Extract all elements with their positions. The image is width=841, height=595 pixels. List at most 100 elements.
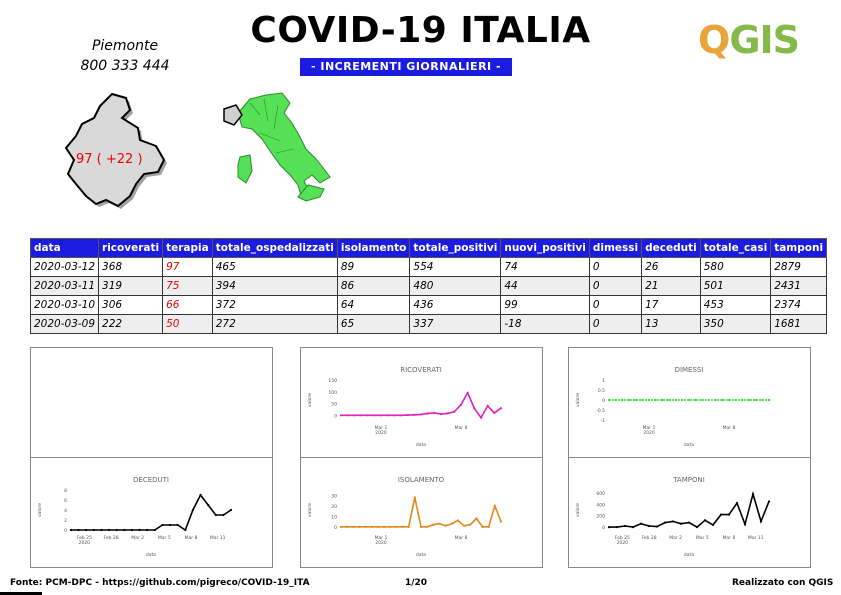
table-cell-terapia: 97: [162, 257, 213, 277]
region-name: Piemonte: [91, 38, 159, 54]
data-point: [399, 414, 403, 417]
data-point: [703, 519, 707, 522]
column-header-totale_positivi: totale_positivi: [409, 238, 502, 258]
x-axis-label: data: [146, 552, 156, 558]
x-tick-label: Mar 5: [696, 535, 709, 541]
data-point: [339, 525, 343, 528]
data-point: [346, 414, 349, 417]
chart-panel-deceduti: DECEDUTI 0 2 4 6 8 valore Feb 25 2020 Feb 28 Mar 2…: [30, 457, 273, 568]
table-cell-totale_positivi: 554: [409, 257, 502, 277]
y-tick-label: 0: [602, 525, 605, 531]
region-phone: 800 333 444: [80, 58, 170, 74]
data-point: [767, 398, 771, 402]
table-cell-terapia: 50: [162, 314, 213, 334]
table-cell-dimessi: 0: [588, 295, 643, 315]
table-cell-deceduti: 17: [641, 295, 701, 315]
footer-bar: [0, 592, 42, 595]
table-cell-isolamento: 65: [336, 314, 411, 334]
table-cell-terapia: 66: [162, 295, 213, 315]
data-point: [647, 398, 651, 402]
y-tick-label: 30: [331, 493, 337, 499]
y-tick-label: 10: [331, 514, 337, 520]
data-point: [419, 413, 423, 416]
data-point: [747, 398, 751, 402]
data-point: [486, 404, 489, 407]
data-point: [379, 414, 383, 417]
table-cell-dimessi: 0: [588, 276, 643, 296]
page-subtitle: - INCREMENTI GIORNALIERI -: [300, 58, 512, 76]
data-point: [426, 412, 429, 415]
table-cell-dimessi: 0: [588, 257, 643, 277]
data-point: [222, 513, 225, 517]
x-axis-label: data: [684, 442, 694, 448]
y-tick-label: 0: [64, 528, 67, 534]
table-cell-ricoverati: 222: [98, 314, 164, 334]
y-tick-label: 8: [64, 488, 67, 494]
x-tick-label: Mar 8: [723, 535, 736, 541]
data-point: [161, 523, 164, 527]
italy-map: [223, 92, 331, 202]
data-point: [146, 528, 149, 532]
data-point: [386, 414, 389, 417]
table-cell-data: 2020-03-10: [29, 295, 100, 315]
data-point: [413, 413, 416, 416]
column-header-tamponi: tamponi: [770, 238, 828, 258]
data-point: [714, 398, 717, 402]
table-cell-data: 2020-03-12: [29, 257, 100, 277]
x-axis-label: data: [416, 552, 426, 558]
y-tick-label: 0.5: [598, 388, 605, 394]
data-point: [393, 414, 396, 417]
data-point: [727, 513, 731, 516]
x-axis-label: data: [416, 442, 426, 448]
data-point: [176, 523, 179, 527]
chart-panel-dimessi: DIMESSI -1 -0.5 0 0.5 1 valore Mar 1 2020 Mar 8 da…: [568, 347, 811, 458]
data-point: [681, 398, 684, 402]
y-tick-label: 0: [334, 525, 337, 531]
data-point: [481, 525, 484, 528]
table-cell-data: 2020-03-11: [29, 276, 100, 296]
x-axis-label: data: [684, 552, 694, 558]
table-cell-totale_positivi: 480: [409, 276, 502, 296]
data-point: [615, 526, 619, 529]
column-header-data: data: [29, 238, 100, 258]
data-point: [199, 493, 202, 497]
table-cell-ricoverati: 368: [98, 257, 164, 277]
data-point: [359, 414, 363, 417]
table-cell-deceduti: 26: [641, 257, 701, 277]
y-tick-label: 0: [602, 398, 605, 404]
table-cell-totale_ospedalizzati: 465: [211, 257, 338, 277]
data-point: [727, 398, 731, 402]
data-point: [663, 521, 667, 524]
x-tick-label: Mar 8: [455, 535, 468, 541]
x-tick-label: Mar 11: [210, 535, 226, 541]
table-row: 2020-03-12 368 97 465 89 554 74 0 26 580 2879: [29, 257, 828, 277]
data-point: [719, 513, 723, 516]
y-tick-label: 6: [64, 498, 67, 504]
data-point: [456, 519, 460, 522]
chart-panel-ricoverati: RICOVERATI 0 50 100 150 valore Mar 1 2020 Mar 8 d…: [300, 347, 543, 458]
table-cell-ricoverati: 319: [98, 276, 164, 296]
data-point: [229, 508, 233, 512]
y-axis-label: valore: [307, 393, 313, 407]
data-point: [413, 496, 416, 499]
data-point: [373, 414, 376, 417]
data-point: [493, 504, 496, 507]
data-point: [661, 398, 664, 402]
data-point: [687, 398, 691, 402]
x-tick-label: Mar 1: [643, 425, 656, 431]
data-point: [734, 398, 737, 402]
y-tick-label: 50: [331, 402, 337, 408]
data-point: [614, 398, 617, 402]
data-point: [69, 528, 73, 532]
data-point: [168, 523, 172, 527]
table-cell-tamponi: 2431: [770, 276, 828, 296]
data-point: [432, 523, 435, 526]
data-point: [695, 526, 699, 529]
data-point: [469, 523, 472, 526]
data-point: [687, 521, 691, 524]
table-cell-totale_positivi: 337: [409, 314, 502, 334]
data-point: [207, 503, 210, 507]
qgis-logo-mark: Q: [698, 18, 730, 62]
